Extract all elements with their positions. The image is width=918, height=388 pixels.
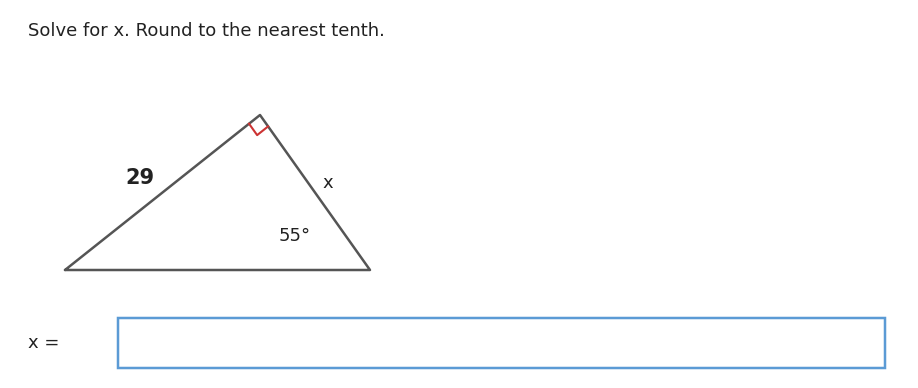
Text: Solve for x. Round to the nearest tenth.: Solve for x. Round to the nearest tenth. xyxy=(28,22,385,40)
Text: x: x xyxy=(323,174,333,192)
Text: 29: 29 xyxy=(126,168,154,188)
Text: 55°: 55° xyxy=(279,227,311,245)
FancyBboxPatch shape xyxy=(118,318,885,368)
Text: x =: x = xyxy=(28,334,60,352)
